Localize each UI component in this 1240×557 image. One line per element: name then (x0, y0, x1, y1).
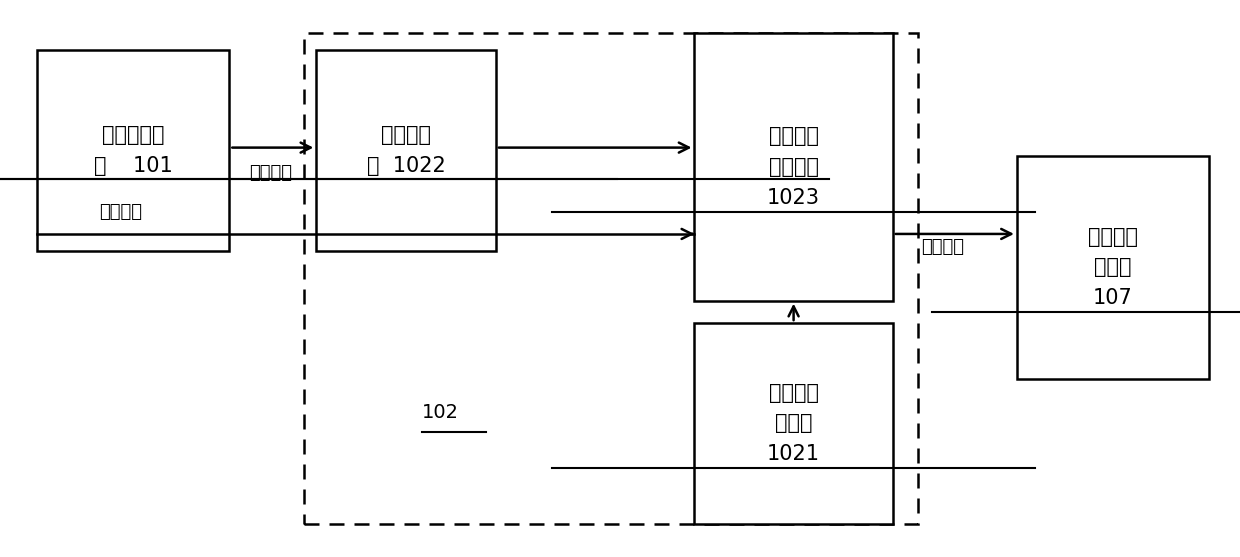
Text: 低频时钟: 低频时钟 (99, 203, 143, 221)
Text: 储单元: 储单元 (775, 413, 812, 433)
Text: 门阀值存: 门阀值存 (769, 383, 818, 403)
Text: 元  1022: 元 1022 (367, 156, 445, 175)
Text: 102: 102 (422, 403, 459, 422)
Text: 判断结果: 判断结果 (921, 238, 963, 256)
Bar (37, 50, 229, 251)
Text: 元    101: 元 101 (94, 156, 172, 175)
Text: 通路选择: 通路选择 (1087, 227, 1138, 247)
Text: 判断单元: 判断单元 (769, 157, 818, 177)
Text: 多拍切换: 多拍切换 (769, 126, 818, 146)
Text: 1023: 1023 (768, 188, 820, 208)
Bar (1017, 156, 1209, 379)
Bar (304, 33, 918, 524)
Text: 107: 107 (1092, 288, 1133, 308)
Text: 1021: 1021 (768, 444, 820, 464)
Bar (316, 50, 496, 251)
Text: 时钟产生单: 时钟产生单 (102, 125, 165, 145)
Text: 工作时钟: 工作时钟 (249, 164, 291, 182)
Bar (694, 323, 893, 524)
Bar (694, 33, 893, 301)
Text: 器单元: 器单元 (1094, 257, 1132, 277)
Text: 计数器单: 计数器单 (381, 125, 432, 145)
